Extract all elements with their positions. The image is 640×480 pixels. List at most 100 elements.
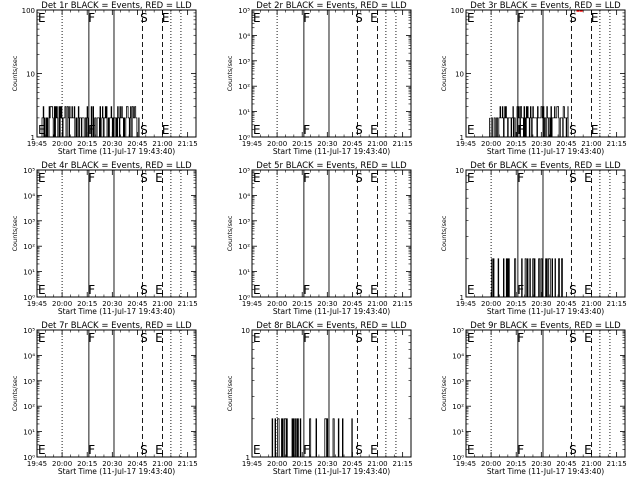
- marker-label: S: [569, 283, 577, 297]
- y-tick-label: 10⁰: [23, 294, 35, 302]
- marker-label: E: [370, 11, 378, 25]
- x-axis-label: Start Time (11-Jul-17 19:43:40): [58, 147, 175, 156]
- x-tick-label: 20:15: [292, 300, 312, 308]
- x-tick-label: 21:00: [581, 140, 601, 148]
- marker-label: S: [140, 283, 148, 297]
- marker-label: E: [253, 123, 261, 137]
- marker-label: E: [467, 11, 475, 25]
- marker-label: S: [355, 283, 363, 297]
- panel-title: Det 4r BLACK = Events, RED = LLD: [41, 161, 192, 171]
- marker-label: E: [467, 283, 475, 297]
- x-tick-label: 20:45: [556, 460, 576, 468]
- panel-det-9: Det 9r BLACK = Events, RED = LLD 10⁰ 10¹ 10…: [440, 321, 627, 476]
- x-tick-label: 20:30: [531, 140, 551, 148]
- x-tick-label: 20:00: [52, 300, 72, 308]
- marker-label: S: [569, 11, 577, 25]
- y-tick-label: 1: [246, 454, 250, 462]
- y-tick-label: 10: [455, 167, 464, 175]
- marker-label: F: [303, 443, 310, 457]
- x-tick-label: 20:30: [317, 140, 337, 148]
- marker-label: S: [355, 331, 363, 345]
- panel-det-8: Det 8r BLACK = Events, RED = LLD 1 10 19:45…: [226, 321, 413, 476]
- x-tick-label: 21:00: [152, 140, 172, 148]
- x-tick-label: 20:30: [531, 460, 551, 468]
- x-tick-label: 20:00: [267, 460, 287, 468]
- marker-label: F: [88, 283, 95, 297]
- x-tick-label: 21:15: [607, 460, 627, 468]
- y-tick-label: 100: [451, 7, 464, 15]
- marker-label: E: [253, 11, 261, 25]
- marker-label: F: [88, 123, 95, 137]
- plot-frame: [465, 329, 626, 458]
- x-tick-label: 21:00: [581, 460, 601, 468]
- y-tick-label: 10¹: [238, 109, 250, 117]
- marker-label: E: [38, 443, 46, 457]
- marker-label: F: [303, 283, 310, 297]
- marker-label: E: [584, 443, 592, 457]
- plot-frame: [36, 169, 197, 298]
- y-tick-label: 10: [241, 327, 250, 335]
- y-tick-label: 10⁵: [23, 167, 35, 175]
- x-tick-label: 21:00: [581, 300, 601, 308]
- y-tick-label: 1: [460, 134, 464, 142]
- marker-label: E: [370, 283, 378, 297]
- y-tick-label: 10²: [238, 83, 250, 91]
- y-tick-label: 10⁵: [238, 167, 250, 175]
- events-series: [491, 258, 567, 298]
- y-tick-label: 10¹: [238, 269, 250, 277]
- marker-label: F: [303, 331, 310, 345]
- marker-label: S: [140, 331, 148, 345]
- x-tick-label: 20:45: [556, 300, 576, 308]
- y-tick-label: 10¹: [452, 429, 464, 437]
- marker-label: E: [584, 283, 592, 297]
- plot-frame: [36, 329, 197, 458]
- x-tick-label: 19:45: [242, 460, 262, 468]
- marker-label: E: [155, 283, 163, 297]
- y-tick-label: 10¹: [23, 269, 35, 277]
- panel-det-1: Det 1r BLACK = Events, RED = LLD 1 10 100 19…: [11, 1, 198, 156]
- lld-point: [579, 10, 583, 12]
- y-tick-label: 1: [460, 294, 464, 302]
- x-tick-label: 21:00: [367, 460, 387, 468]
- x-axis-label: Start Time (11-Jul-17 19:43:40): [273, 147, 390, 156]
- x-tick-label: 20:00: [481, 140, 501, 148]
- x-axis-label: Start Time (11-Jul-17 19:43:40): [487, 467, 604, 476]
- marker-label: F: [88, 11, 95, 25]
- x-axis-label: Start Time (11-Jul-17 19:43:40): [273, 307, 390, 316]
- marker-label: F: [517, 331, 524, 345]
- panel-det-4: Det 4r BLACK = Events, RED = LLD 10⁰ 10¹ 10…: [11, 161, 198, 316]
- x-tick-label: 20:30: [531, 300, 551, 308]
- x-tick-label: 20:15: [506, 460, 526, 468]
- y-tick-label: 10: [26, 71, 35, 79]
- x-tick-label: 21:15: [393, 300, 413, 308]
- x-tick-label: 19:45: [27, 300, 47, 308]
- x-tick-label: 20:30: [102, 140, 122, 148]
- marker-label: S: [355, 11, 363, 25]
- marker-label: F: [517, 11, 524, 25]
- marker-label: E: [370, 331, 378, 345]
- marker-label: F: [303, 11, 310, 25]
- events-series: [41, 106, 140, 138]
- marker-label: E: [467, 443, 475, 457]
- panel-title: Det 1r BLACK = Events, RED = LLD: [41, 1, 192, 11]
- x-tick-label: 21:15: [393, 460, 413, 468]
- panel-det-6: Det 6r BLACK = Events, RED = LLD 1 10 19:45…: [440, 161, 627, 316]
- y-tick-label: 10²: [238, 243, 250, 251]
- marker-label: F: [88, 443, 95, 457]
- panel-title: Det 2r BLACK = Events, RED = LLD: [256, 1, 407, 11]
- marker-label: F: [88, 331, 95, 345]
- x-tick-label: 19:45: [27, 140, 47, 148]
- marker-label: S: [140, 123, 148, 137]
- x-tick-label: 20:45: [556, 140, 576, 148]
- marker-label: E: [253, 443, 261, 457]
- marker-label: E: [591, 123, 599, 137]
- y-tick-label: 10⁴: [452, 352, 464, 360]
- marker-label: S: [569, 123, 577, 137]
- x-tick-label: 19:45: [27, 460, 47, 468]
- x-tick-label: 20:15: [292, 460, 312, 468]
- x-tick-label: 19:45: [456, 300, 476, 308]
- panel-title: Det 5r BLACK = Events, RED = LLD: [256, 161, 407, 171]
- y-tick-label: 10⁰: [23, 454, 35, 462]
- marker-label: S: [140, 11, 148, 25]
- y-axis-label: Counts/sec: [440, 375, 448, 411]
